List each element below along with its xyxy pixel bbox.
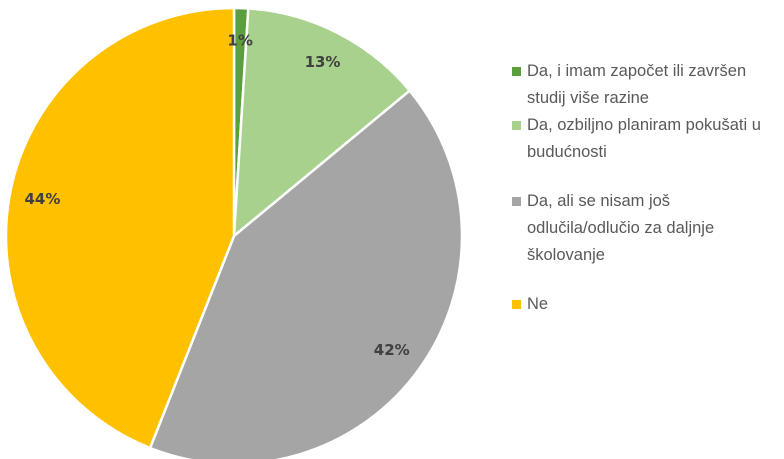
data-label: 44% <box>25 190 61 208</box>
data-label: 42% <box>374 341 410 359</box>
legend: Da, i imam započet ili završen studij vi… <box>512 58 777 318</box>
data-label: 1% <box>227 32 252 50</box>
pie-slice <box>232 7 412 239</box>
legend-item: Da, i imam započet ili završen studij vi… <box>512 58 777 112</box>
legend-swatch <box>512 197 521 206</box>
pie-slice <box>4 6 236 450</box>
legend-label: Da, ali se nisam još odlučila/odlučio za… <box>527 192 715 264</box>
legend-label: Da, ozbiljno planiram pokušati u budućno… <box>527 116 761 161</box>
legend-item: Ne <box>512 291 777 318</box>
legend-swatch <box>512 67 521 76</box>
legend-item: Da, ali se nisam još odlučila/odlučio za… <box>512 188 777 269</box>
legend-label: Da, i imam započet ili završen studij vi… <box>527 62 747 107</box>
legend-swatch <box>512 300 521 309</box>
data-label: 13% <box>305 53 341 71</box>
legend-label: Ne <box>527 295 549 313</box>
legend-item: Da, ozbiljno planiram pokušati u budućno… <box>512 112 777 166</box>
chart: 1% 13% 42% 44% <box>4 6 464 459</box>
legend-swatch <box>512 121 521 130</box>
pie-slice <box>148 88 464 459</box>
